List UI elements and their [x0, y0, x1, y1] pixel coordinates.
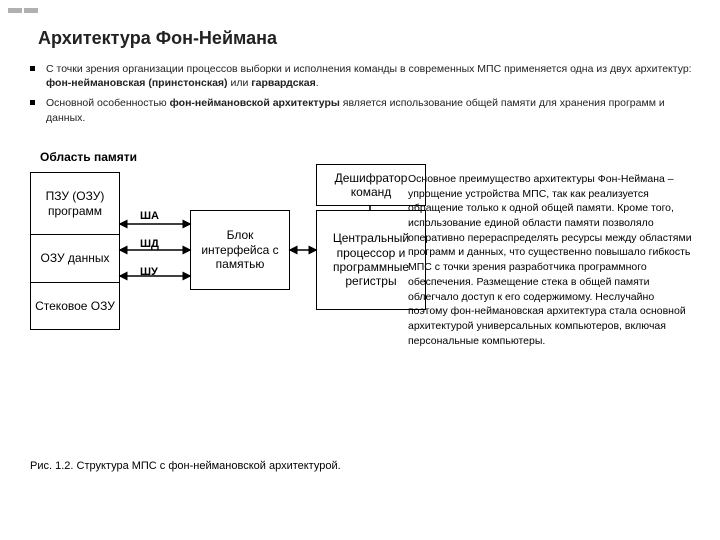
bold: гарвардская	[251, 77, 316, 89]
page-title: Архитектура Фон-Неймана	[38, 28, 277, 49]
text: Основной особенностью	[46, 97, 170, 109]
bullet-1: С точки зрения организации процессов выб…	[30, 62, 700, 90]
diagram: Область памяти ПЗУ (ОЗУ) программ ОЗУ да…	[30, 150, 400, 440]
bullet-2: Основной особенностью фон-неймановской а…	[30, 96, 700, 124]
connectors	[30, 150, 430, 350]
text: .	[316, 77, 319, 89]
right-paragraph: Основное преимущество архитектуры Фон-Не…	[408, 172, 692, 348]
decorative-dashes	[8, 8, 40, 13]
text: или	[228, 77, 252, 89]
text: С точки зрения организации процессов выб…	[46, 63, 692, 75]
bold: фон-неймановской архитектуры	[170, 97, 340, 109]
bullet-list: С точки зрения организации процессов выб…	[30, 62, 700, 131]
bold: фон-неймановская (принстонская)	[46, 77, 228, 89]
figure-caption: Рис. 1.2. Структура МПС с фон-неймановск…	[30, 460, 341, 472]
